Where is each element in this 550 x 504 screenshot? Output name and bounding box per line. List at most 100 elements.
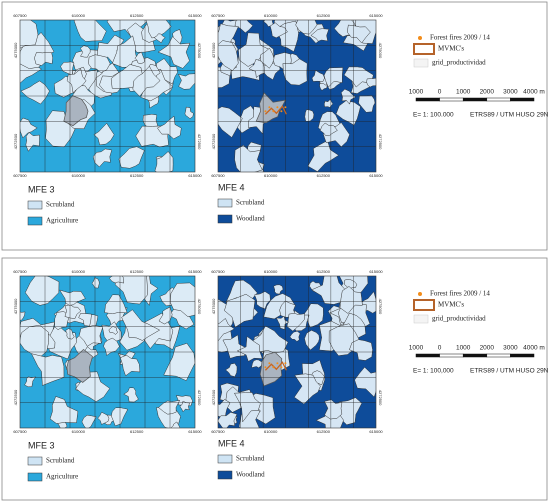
patch bbox=[157, 36, 191, 69]
map-2 bbox=[218, 20, 376, 172]
patch bbox=[218, 106, 243, 138]
patch bbox=[339, 286, 363, 314]
patch bbox=[20, 311, 26, 321]
map-1 bbox=[20, 20, 195, 172]
patch bbox=[60, 61, 75, 76]
scale-segment bbox=[415, 97, 440, 102]
mvmc-symbol bbox=[413, 299, 435, 311]
mvmc-area bbox=[66, 348, 93, 383]
scale-label: 0 bbox=[438, 89, 442, 96]
legend-item: Forest fires 2009 / 14 bbox=[430, 34, 490, 42]
y-tick-label: 4272500 bbox=[197, 390, 202, 406]
x-tick-label: 615000 bbox=[188, 429, 202, 434]
legend-item: Scrubland bbox=[46, 201, 75, 209]
patch bbox=[20, 324, 49, 359]
scale-segment bbox=[415, 353, 440, 358]
x-tick-label: 615000 bbox=[188, 13, 202, 18]
x-tick-label: 615000 bbox=[188, 173, 202, 178]
mvmc-outline bbox=[264, 361, 287, 371]
patch bbox=[184, 106, 194, 120]
x-tick-label: 607500 bbox=[211, 13, 225, 18]
fire bbox=[268, 362, 271, 365]
patch bbox=[158, 399, 181, 415]
patch bbox=[311, 276, 346, 305]
fire bbox=[268, 106, 271, 109]
x-tick-label: 610000 bbox=[72, 173, 86, 178]
patch bbox=[304, 109, 315, 122]
y-tick-label: 4275000 bbox=[211, 42, 216, 58]
patch bbox=[93, 122, 115, 146]
legend-heading: MFE 4 bbox=[218, 438, 245, 448]
x-tick-label: 610000 bbox=[72, 429, 86, 434]
patch bbox=[354, 366, 376, 398]
patch bbox=[134, 51, 145, 64]
scale-label: 3000 bbox=[503, 345, 518, 352]
y-tick-label: 4275000 bbox=[378, 299, 383, 315]
scale-segment bbox=[486, 97, 511, 102]
x-tick-label: 607500 bbox=[13, 13, 27, 18]
map-frame bbox=[217, 275, 377, 429]
patch bbox=[236, 335, 263, 362]
fire bbox=[276, 106, 279, 109]
map-1 bbox=[20, 276, 195, 428]
scale-label: 2000 bbox=[480, 89, 495, 96]
y-tick-label: 4275000 bbox=[378, 43, 383, 59]
fire bbox=[272, 110, 275, 113]
y-tick-label: 4272500 bbox=[197, 134, 202, 150]
patch bbox=[170, 282, 195, 318]
patch bbox=[132, 65, 161, 97]
patch bbox=[78, 325, 104, 347]
patch bbox=[254, 291, 271, 310]
legend-heading: MFE 3 bbox=[28, 440, 55, 450]
x-tick-label: 612500 bbox=[130, 269, 144, 274]
legend-item: grid_productividad bbox=[432, 315, 486, 323]
patch bbox=[358, 95, 376, 113]
x-tick-label: 610000 bbox=[72, 13, 86, 18]
patch bbox=[218, 318, 235, 342]
x-tick-label: 612500 bbox=[317, 269, 331, 274]
patch bbox=[49, 396, 79, 424]
patch bbox=[119, 354, 141, 377]
patch bbox=[275, 315, 290, 330]
x-tick-label: 612500 bbox=[317, 173, 331, 178]
patch bbox=[224, 293, 256, 328]
patch bbox=[233, 392, 261, 423]
patch bbox=[218, 412, 238, 428]
x-tick-label: 615000 bbox=[369, 429, 383, 434]
patch bbox=[282, 58, 308, 86]
x-tick-label: 610000 bbox=[72, 269, 86, 274]
patch bbox=[73, 20, 107, 42]
x-tick-label: 610000 bbox=[264, 429, 278, 434]
x-tick-label: 610000 bbox=[264, 173, 278, 178]
y-tick-label: 4272500 bbox=[378, 390, 383, 406]
patch bbox=[343, 66, 374, 88]
patch bbox=[118, 146, 145, 169]
y-tick-label: 4272500 bbox=[211, 389, 216, 405]
scale-segment bbox=[439, 353, 464, 358]
fire bbox=[264, 110, 267, 113]
legend-swatch bbox=[27, 472, 43, 482]
scale-label: 1000 bbox=[409, 345, 424, 352]
scale-label: 4000 m bbox=[523, 89, 545, 96]
legend-item: MVMC's bbox=[438, 301, 464, 309]
scale-ratio: E= 1: 100,000 bbox=[413, 368, 454, 375]
legend-item: Scrubland bbox=[236, 199, 265, 207]
y-tick-label: 4272500 bbox=[211, 133, 216, 149]
patch bbox=[91, 277, 100, 289]
x-tick-label: 607500 bbox=[13, 269, 27, 274]
legend-swatch bbox=[217, 454, 233, 464]
legend-swatch bbox=[27, 216, 43, 226]
y-tick-label: 4275000 bbox=[211, 298, 216, 314]
x-tick-label: 615000 bbox=[188, 269, 202, 274]
y-tick-label: 4272500 bbox=[13, 133, 18, 149]
x-tick-label: 607500 bbox=[13, 429, 27, 434]
x-tick-label: 612500 bbox=[130, 173, 144, 178]
fire bbox=[264, 366, 267, 369]
legend-item: Woodland bbox=[236, 471, 265, 479]
patch bbox=[289, 330, 301, 342]
patch bbox=[349, 339, 373, 361]
fire-symbol bbox=[418, 36, 422, 40]
scale-segment bbox=[510, 353, 535, 358]
legend-item: Scrubland bbox=[46, 457, 75, 465]
